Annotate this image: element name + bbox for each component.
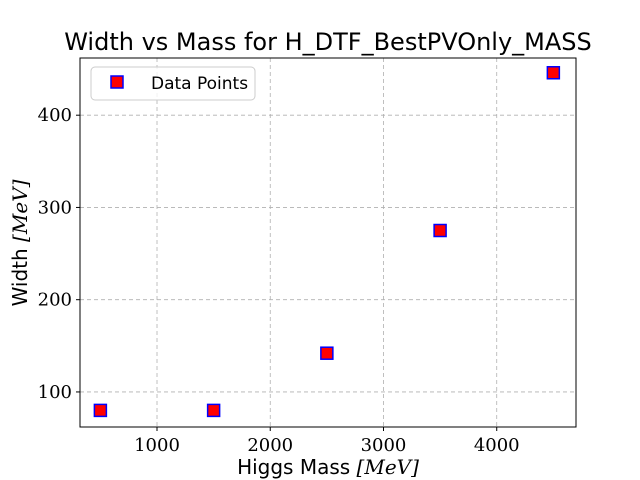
data-points xyxy=(93,66,561,418)
data-point xyxy=(206,403,221,418)
legend-box xyxy=(90,66,256,101)
x-tick-label: 3000 xyxy=(361,435,407,456)
y-axis-ticks: 100 200 300 400 xyxy=(38,105,80,403)
data-point xyxy=(320,346,334,360)
grid-lines xyxy=(80,58,576,427)
data-point xyxy=(93,403,108,418)
y-tick-label: 200 xyxy=(38,290,72,311)
legend: Data Points xyxy=(90,66,256,101)
data-point xyxy=(546,66,561,80)
legend-marker xyxy=(110,75,124,89)
chart-title: Width vs Mass for H_DTF_BestPVOnly_MASS xyxy=(64,28,592,56)
x-tick-label: 2000 xyxy=(247,435,293,456)
y-tick-label: 300 xyxy=(38,197,72,218)
y-tick-label: 100 xyxy=(38,382,72,403)
x-axis-label: Higgs Mass [MeV] xyxy=(237,455,419,479)
y-axis-label: Width [MeV] xyxy=(8,179,32,306)
x-tick-label: 4000 xyxy=(474,435,520,456)
x-axis-ticks: 1000 2000 3000 4000 xyxy=(134,427,520,456)
plot-area-frame xyxy=(79,57,577,428)
data-point xyxy=(433,223,447,238)
legend-label: Data Points xyxy=(151,74,248,94)
y-tick-label: 400 xyxy=(38,105,72,126)
x-tick-label: 1000 xyxy=(134,435,180,456)
